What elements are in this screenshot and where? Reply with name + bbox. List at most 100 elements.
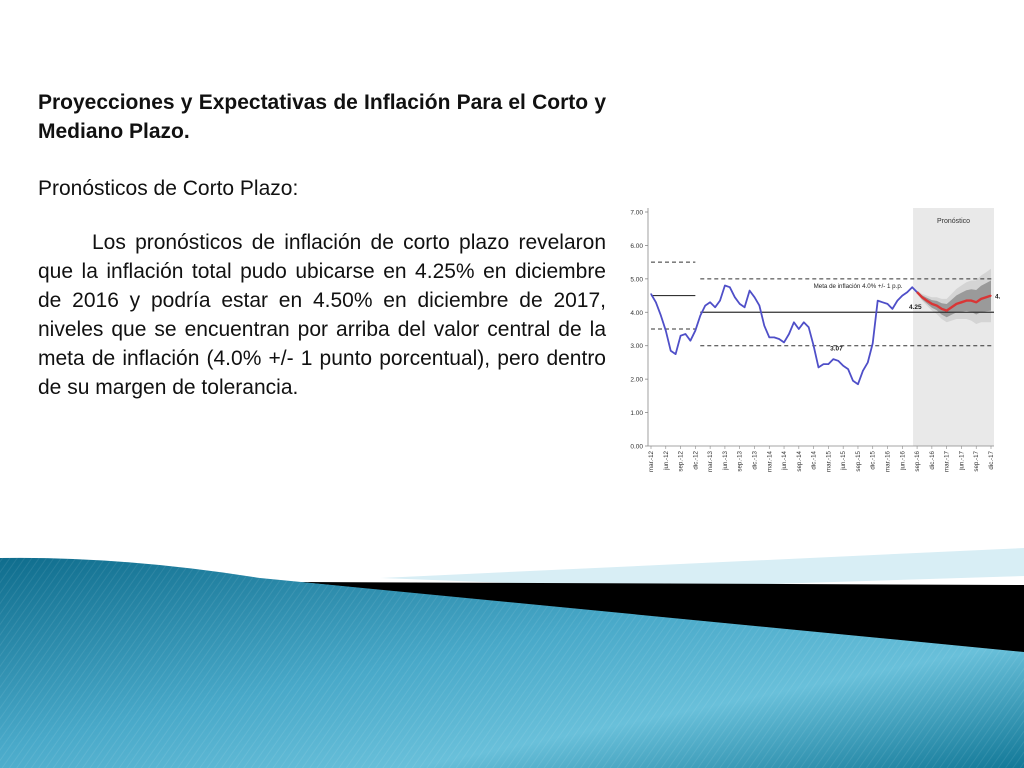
forecast-point [916, 291, 918, 293]
observed-point [748, 289, 751, 292]
observed-point [768, 336, 770, 338]
x-tick-label: jun.-16 [899, 450, 906, 470]
observed-point [694, 330, 696, 332]
x-tick-label: jun.-15 [840, 450, 847, 470]
forecast-inflation-line [916, 291, 992, 312]
observed-point [679, 335, 682, 337]
x-tick-label: dic.-13 [751, 450, 758, 469]
observed-point [817, 366, 820, 369]
y-tick-label: 7.00 [630, 210, 643, 217]
observed-point [901, 294, 903, 297]
observed-point [778, 338, 780, 340]
observed-point [881, 301, 884, 303]
x-tick-label: dic.-14 [811, 450, 818, 469]
observed-point [655, 301, 657, 303]
forecast-point [936, 305, 938, 307]
observed-point [783, 341, 785, 343]
observed-point [704, 305, 706, 307]
observed-point [670, 350, 672, 352]
observed-point [877, 299, 879, 302]
y-tick-label: 0.00 [630, 444, 643, 451]
y-tick-label: 6.00 [630, 243, 643, 250]
observed-point [798, 328, 800, 330]
x-tick-label: dic.-16 [929, 450, 936, 469]
data-annotation: 3.07 [830, 346, 843, 353]
forecast-point [926, 299, 928, 302]
y-tick-label: 5.00 [630, 276, 643, 283]
x-tick-label: sep.-13 [737, 450, 744, 471]
x-tick-label: dic.-15 [870, 450, 877, 469]
observed-point [739, 303, 741, 305]
data-annotation: 4.50 [995, 294, 1000, 301]
forecast-point [955, 303, 958, 305]
observed-point [734, 296, 736, 298]
observed-point [650, 293, 652, 295]
forecast-point [980, 298, 982, 300]
observed-point [684, 333, 687, 335]
observed-point [852, 380, 854, 382]
observed-point [808, 326, 810, 328]
observed-point [827, 363, 829, 365]
data-annotation: 4.25 [909, 304, 922, 311]
observed-point [911, 286, 913, 288]
observed-point [822, 363, 825, 365]
forecast-point [946, 310, 948, 312]
observed-point [744, 306, 746, 308]
observed-point [842, 365, 844, 367]
target-label: Meta de inflación 4.0% +/- 1 p.p. [814, 283, 903, 290]
slide-body: Los pronósticos de inflación de corto pl… [38, 231, 606, 399]
x-tick-label: jun.-14 [781, 450, 788, 470]
x-tick-label: sep.-17 [973, 450, 980, 471]
observed-point [665, 330, 667, 332]
x-tick-label: mar.-15 [825, 450, 832, 472]
forecast-point [960, 301, 963, 303]
observed-point [832, 358, 834, 360]
pale-stripe-shape [380, 548, 1024, 588]
observed-point [689, 340, 692, 342]
observed-point [886, 303, 889, 305]
slide-subtitle: Pronósticos de Corto Plazo: [38, 177, 299, 200]
forecast-label: Pronóstico [937, 218, 970, 225]
slide-title: Proyecciones y Expectativas de Inflación… [38, 91, 606, 143]
y-tick-label: 1.00 [630, 410, 643, 417]
x-tick-label: mar.-17 [944, 450, 951, 472]
forecast-point [950, 306, 953, 308]
x-tick-label: jun.-13 [722, 450, 729, 470]
x-tick-label: mar.-14 [766, 450, 773, 472]
observed-point [803, 321, 805, 323]
x-tick-label: dic.-12 [692, 450, 699, 469]
observed-point [867, 361, 869, 364]
observed-point [719, 299, 721, 302]
x-tick-label: sep.-14 [796, 450, 803, 471]
observed-point [729, 286, 731, 288]
x-tick-label: sep.-12 [678, 450, 685, 471]
x-tick-label: mar.-12 [648, 450, 655, 472]
observed-point [857, 383, 859, 385]
observed-point [773, 336, 775, 338]
forecast-point [941, 308, 943, 310]
observed-point [724, 284, 726, 287]
y-tick-label: 2.00 [630, 377, 643, 384]
y-tick-label: 4.00 [630, 310, 643, 317]
forecast-point [965, 299, 967, 302]
observed-point [862, 370, 864, 372]
x-tick-label: mar.-16 [885, 450, 892, 472]
observed-point [837, 360, 839, 362]
observed-point [763, 325, 765, 327]
observed-point [872, 342, 874, 344]
inflation-chart: Pronóstico 0.00 1.00 2.00 3.00 4.00 5.00 6.00 7.… [616, 200, 1000, 490]
observed-point [699, 315, 701, 317]
observed-point [847, 368, 849, 370]
y-tick-label: 3.00 [630, 343, 643, 350]
forecast-point [990, 294, 992, 297]
observed-point [675, 353, 677, 355]
x-tick-label: jun.-17 [958, 450, 965, 470]
observed-point [891, 308, 894, 310]
observed-point [793, 321, 795, 323]
teal-wave-texture [0, 557, 1024, 768]
observed-point [660, 315, 662, 317]
x-tick-label: mar.-13 [707, 450, 714, 472]
observed-point [896, 299, 898, 302]
inflation-chart-svg: Pronóstico 0.00 1.00 2.00 3.00 4.00 5.00 6.00 7.… [630, 208, 1000, 472]
fan-band-inner [917, 280, 991, 318]
